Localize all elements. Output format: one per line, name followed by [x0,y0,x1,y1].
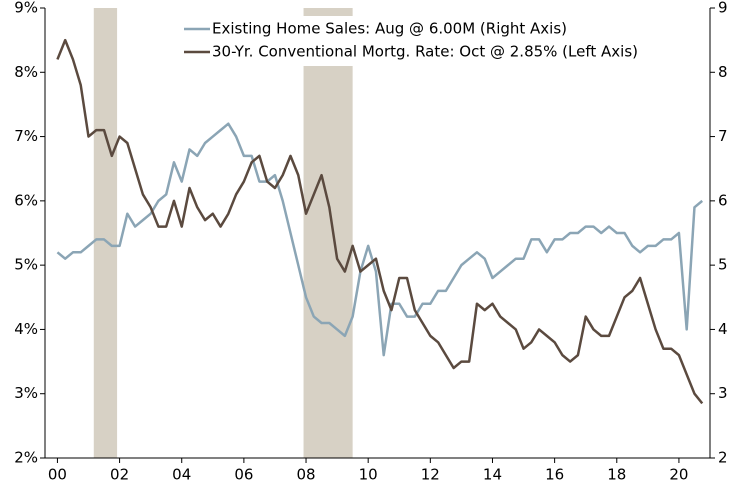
x-tick-label: 16 [545,466,564,484]
y2-tick-label: 8 [718,63,728,81]
y2-tick-label: 7 [718,127,728,145]
y-tick-label: 5% [14,256,38,274]
series-line [56,122,704,357]
y-tick-label: 8% [14,63,38,81]
y2-tick-label: 4 [718,320,728,338]
recession-band [303,8,353,458]
y-tick-label: 2% [14,449,38,467]
y-tick-label: 7% [14,127,38,145]
x-tick-label: 08 [296,466,315,484]
recession-band [93,8,118,458]
x-tick-label: 10 [359,466,378,484]
x-tick-label: 20 [669,466,688,484]
x-tick-label: 12 [421,466,440,484]
y2-tick-label: 3 [718,384,728,402]
y2-tick-label: 2 [718,449,728,467]
x-tick-label: 04 [172,466,191,484]
legend-label: 30-Yr. Conventional Mortg. Rate: Oct @ 2… [212,43,638,61]
x-tick-label: 18 [607,466,626,484]
legend-label: Existing Home Sales: Aug @ 6.00M (Right … [212,20,567,38]
x-tick-label: 06 [234,466,253,484]
series-line [56,38,704,405]
y-tick-label: 4% [14,320,38,338]
y-tick-label: 9% [14,0,38,17]
y-tick-label: 6% [14,191,38,209]
y2-tick-label: 6 [718,191,728,209]
y2-tick-label: 5 [718,256,728,274]
x-tick-label: 14 [483,466,502,484]
legend-box [182,16,702,66]
y-tick-label: 3% [14,384,38,402]
y2-tick-label: 9 [718,0,728,17]
x-tick-label: 02 [110,466,129,484]
x-tick-label: 00 [48,466,67,484]
